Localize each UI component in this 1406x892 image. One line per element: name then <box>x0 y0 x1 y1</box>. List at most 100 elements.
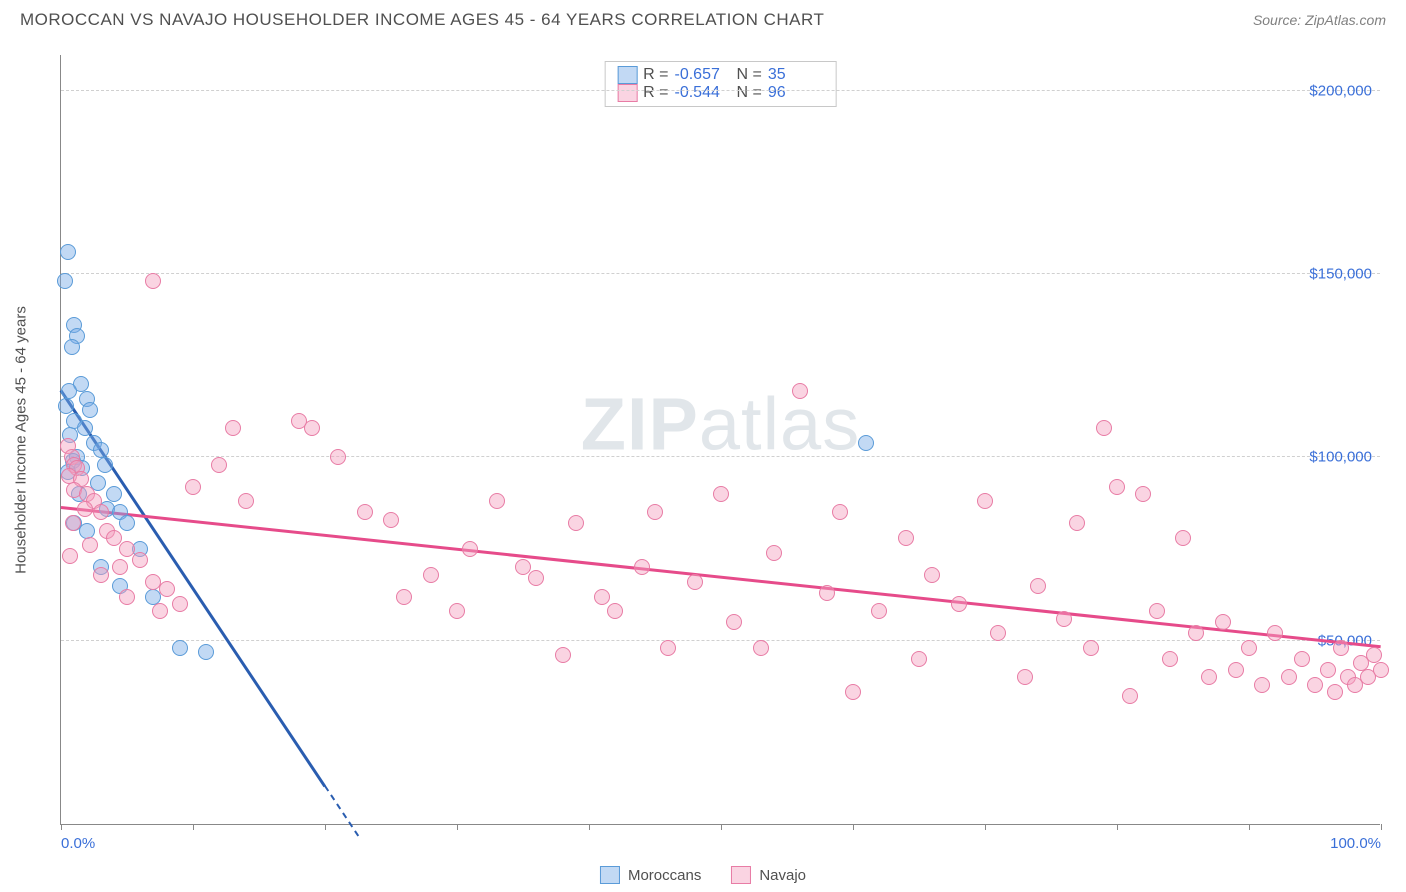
watermark-zip: ZIP <box>581 383 699 466</box>
y-tick-label: $150,000 <box>1309 266 1372 283</box>
legend-item-navajo: Navajo <box>731 866 806 884</box>
x-tick-label: 0.0% <box>61 835 95 852</box>
data-point-navajo <box>660 640 676 656</box>
data-point-moroccans <box>79 523 95 539</box>
data-point-navajo <box>1017 669 1033 685</box>
data-point-moroccans <box>57 273 73 289</box>
data-point-navajo <box>845 684 861 700</box>
data-point-navajo <box>990 625 1006 641</box>
watermark-atlas: atlas <box>699 383 860 466</box>
data-point-navajo <box>1122 688 1138 704</box>
data-point-navajo <box>819 585 835 601</box>
x-tick <box>1249 824 1250 830</box>
x-tick <box>193 824 194 830</box>
data-point-navajo <box>898 530 914 546</box>
data-point-navajo <box>1320 662 1336 678</box>
data-point-moroccans <box>106 486 122 502</box>
data-point-navajo <box>1307 677 1323 693</box>
data-point-navajo <box>145 273 161 289</box>
data-point-navajo <box>93 504 109 520</box>
x-tick <box>1381 824 1382 830</box>
r-value-navajo: -0.544 <box>675 84 731 102</box>
data-point-navajo <box>568 515 584 531</box>
legend-swatch-moroccans <box>600 866 620 884</box>
data-point-navajo <box>112 559 128 575</box>
data-point-navajo <box>1281 669 1297 685</box>
data-point-navajo <box>766 545 782 561</box>
n-label: N = <box>737 84 762 102</box>
gridline <box>61 456 1380 457</box>
data-point-moroccans <box>60 244 76 260</box>
data-point-navajo <box>383 512 399 528</box>
legend-label-moroccans: Moroccans <box>628 867 701 884</box>
legend-swatch-navajo <box>731 866 751 884</box>
y-axis-title: Householder Income Ages 45 - 64 years <box>13 306 30 574</box>
data-point-navajo <box>1241 640 1257 656</box>
x-tick <box>589 824 590 830</box>
data-point-navajo <box>753 640 769 656</box>
data-point-moroccans <box>64 339 80 355</box>
x-tick <box>721 824 722 830</box>
data-point-moroccans <box>198 644 214 660</box>
data-point-navajo <box>713 486 729 502</box>
data-point-navajo <box>172 596 188 612</box>
r-label: R = <box>643 66 668 84</box>
stats-row-moroccans: R = -0.657 N = 35 <box>617 66 824 84</box>
data-point-navajo <box>1366 647 1382 663</box>
data-point-navajo <box>1056 611 1072 627</box>
data-point-navajo <box>1294 651 1310 667</box>
n-label: N = <box>737 66 762 84</box>
data-point-navajo <box>93 567 109 583</box>
data-point-navajo <box>152 603 168 619</box>
r-label: R = <box>643 84 668 102</box>
r-value-moroccans: -0.657 <box>675 66 731 84</box>
source-attribution: Source: ZipAtlas.com <box>1253 12 1386 28</box>
data-point-navajo <box>1083 640 1099 656</box>
data-point-moroccans <box>77 420 93 436</box>
data-point-navajo <box>159 581 175 597</box>
data-point-navajo <box>119 589 135 605</box>
data-point-navajo <box>396 589 412 605</box>
data-point-navajo <box>647 504 663 520</box>
data-point-navajo <box>62 548 78 564</box>
trend-line-dash <box>324 786 359 837</box>
data-point-moroccans <box>93 442 109 458</box>
legend-label-navajo: Navajo <box>759 867 806 884</box>
n-value-moroccans: 35 <box>768 66 824 84</box>
x-tick <box>985 824 986 830</box>
data-point-navajo <box>462 541 478 557</box>
data-point-navajo <box>687 574 703 590</box>
x-tick <box>457 824 458 830</box>
data-point-navajo <box>77 501 93 517</box>
data-point-navajo <box>304 420 320 436</box>
x-tick <box>61 824 62 830</box>
data-point-navajo <box>1333 640 1349 656</box>
data-point-navajo <box>65 515 81 531</box>
data-point-navajo <box>489 493 505 509</box>
data-point-navajo <box>211 457 227 473</box>
trend-line-navajo <box>61 506 1381 648</box>
data-point-navajo <box>238 493 254 509</box>
data-point-navajo <box>1201 669 1217 685</box>
data-point-navajo <box>634 559 650 575</box>
data-point-navajo <box>1149 603 1165 619</box>
n-value-navajo: 96 <box>768 84 824 102</box>
x-tick <box>325 824 326 830</box>
data-point-moroccans <box>97 457 113 473</box>
data-point-navajo <box>1373 662 1389 678</box>
y-tick-label: $200,000 <box>1309 82 1372 99</box>
data-point-navajo <box>1069 515 1085 531</box>
data-point-navajo <box>1162 651 1178 667</box>
data-point-navajo <box>1228 662 1244 678</box>
data-point-navajo <box>726 614 742 630</box>
gridline <box>61 90 1380 91</box>
data-point-navajo <box>1254 677 1270 693</box>
data-point-navajo <box>1267 625 1283 641</box>
scatter-chart: Householder Income Ages 45 - 64 years ZI… <box>60 55 1380 825</box>
data-point-navajo <box>132 552 148 568</box>
watermark: ZIPatlas <box>581 382 860 467</box>
gridline <box>61 640 1380 641</box>
x-tick <box>853 824 854 830</box>
data-point-navajo <box>1109 479 1125 495</box>
data-point-moroccans <box>172 640 188 656</box>
